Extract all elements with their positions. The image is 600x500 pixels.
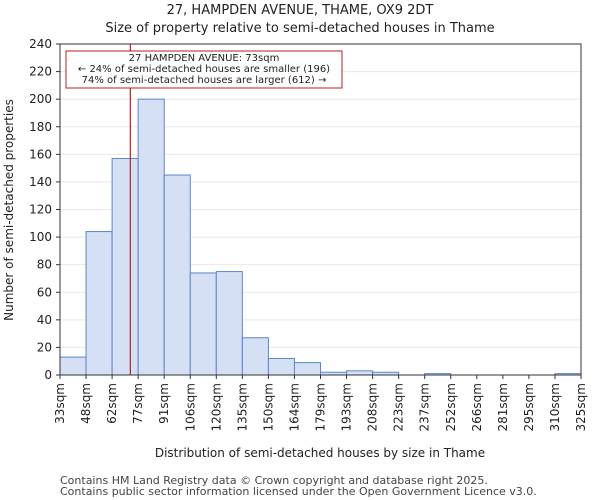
x-tick-label: 77sqm	[131, 383, 145, 424]
x-tick-label: 223sqm	[392, 383, 406, 431]
y-tick-label: 80	[37, 258, 52, 272]
x-tick-label: 33sqm	[53, 383, 67, 424]
x-tick-label: 237sqm	[418, 383, 432, 431]
x-axis-label: Distribution of semi-detached houses by …	[155, 446, 485, 460]
x-tick-label: 91sqm	[157, 383, 171, 424]
x-tick-label: 135sqm	[235, 383, 249, 431]
chart-title: 27, HAMPDEN AVENUE, THAME, OX9 2DT	[167, 3, 434, 18]
x-tick-label: 295sqm	[522, 383, 536, 431]
y-tick-label: 160	[29, 147, 52, 161]
bar	[85, 231, 113, 376]
x-tick-label: 106sqm	[183, 383, 197, 431]
x-tick-label: 48sqm	[79, 383, 93, 424]
x-tick-label: 179sqm	[314, 383, 328, 431]
footer-line-1: Contains HM Land Registry data © Crown c…	[60, 474, 488, 487]
bars	[59, 98, 582, 376]
y-tick-label: 240	[29, 37, 52, 51]
y-tick-label: 100	[29, 230, 52, 244]
bar	[189, 272, 217, 376]
x-tick-label: 62sqm	[105, 383, 119, 424]
x-tick-label: 208sqm	[366, 383, 380, 431]
bar	[111, 157, 139, 376]
x-tick-label: 325sqm	[574, 383, 588, 431]
bar	[293, 362, 322, 376]
annotation-line-1: 27 HAMPDEN AVENUE: 73sqm	[129, 53, 280, 64]
y-tick-label: 180	[29, 120, 52, 134]
chart-subtitle: Size of property relative to semi-detach…	[105, 21, 494, 36]
bar	[346, 370, 374, 376]
y-tick-label: 140	[29, 175, 52, 189]
y-tick-label: 40	[37, 313, 52, 327]
bar	[267, 357, 295, 376]
x-tick-label: 266sqm	[470, 383, 484, 431]
annotation-line-3: 74% of semi-detached houses are larger (…	[82, 75, 327, 86]
x-tick-label: 164sqm	[287, 383, 301, 431]
x-tick-label: 150sqm	[261, 383, 275, 431]
x-tick-label: 120sqm	[209, 383, 223, 431]
y-tick-label: 20	[37, 340, 52, 354]
x-tick-label: 310sqm	[548, 383, 562, 431]
annotation-box: 27 HAMPDEN AVENUE: 73sqm ← 24% of semi-d…	[65, 50, 343, 89]
bar	[59, 356, 87, 376]
y-tick-label: 60	[37, 285, 52, 299]
x-tick-label: 193sqm	[340, 383, 354, 431]
y-tick-label: 220	[29, 65, 52, 79]
x-axis-ticks: 33sqm 48sqm 62sqm 77sqm 91sqm 106sqm 120sqm 135…	[53, 375, 588, 431]
x-tick-label: 281sqm	[496, 383, 510, 431]
bar	[163, 174, 191, 376]
annotation-frame	[65, 50, 343, 89]
y-axis-label: Number of semi-detached properties	[2, 99, 16, 321]
bar	[241, 337, 269, 376]
y-tick-label: 120	[29, 203, 52, 217]
x-tick-label: 252sqm	[444, 383, 458, 431]
y-tick-label: 0	[44, 368, 52, 382]
annotation-line-2: ← 24% of semi-detached houses are smalle…	[78, 64, 330, 75]
bar	[137, 98, 165, 376]
y-tick-label: 200	[29, 92, 52, 106]
bar	[215, 271, 243, 376]
footer-line-2: Contains public sector information licen…	[60, 485, 537, 498]
plot-area-frame	[59, 43, 582, 376]
